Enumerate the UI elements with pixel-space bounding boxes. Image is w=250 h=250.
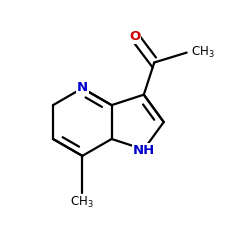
- Text: CH$_3$: CH$_3$: [191, 45, 215, 60]
- Text: CH$_3$: CH$_3$: [70, 194, 94, 210]
- Text: NH: NH: [133, 144, 155, 157]
- Text: O: O: [129, 30, 140, 43]
- Text: N: N: [77, 81, 88, 94]
